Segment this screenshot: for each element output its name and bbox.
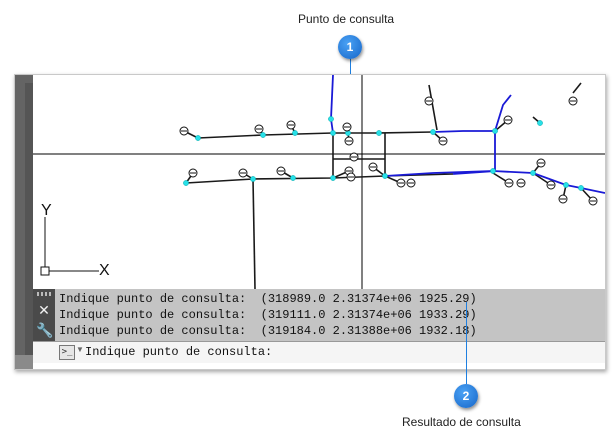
command-input-bar[interactable]: >_ ▼ Indique punto de consulta: — [33, 341, 605, 363]
cad-window: Y X ✕ 🔧 Indique punto de consulta: (3189… — [14, 74, 606, 370]
network-blue-lines — [330, 75, 605, 194]
chevron-down-icon[interactable]: ▼ — [76, 345, 84, 354]
meter-symbols — [179, 96, 598, 206]
history-line: Indique punto de consulta: (319184.0 2.3… — [59, 324, 477, 338]
command-input[interactable]: Indique punto de consulta: — [85, 345, 273, 359]
grip-handle[interactable] — [37, 292, 51, 296]
history-line: Indique punto de consulta: (318989.0 2.3… — [59, 292, 477, 306]
drawing-viewport[interactable]: Y X — [33, 75, 605, 290]
network-black-lines — [183, 82, 594, 290]
callout-line-query-result — [466, 302, 467, 384]
ucs-x-label: X — [99, 262, 110, 279]
callout-badge-1: 1 — [338, 35, 362, 59]
drawing-canvas[interactable]: Y X — [33, 75, 605, 290]
command-prompt-icon[interactable]: >_ — [59, 345, 75, 360]
query-result-caption: Resultado de consulta — [402, 415, 521, 429]
ucs-icon — [40, 217, 99, 276]
close-icon[interactable]: ✕ — [38, 302, 50, 318]
viewport-left-edge — [15, 75, 33, 355]
callout-badge-2: 2 — [454, 384, 478, 408]
command-history: Indique punto de consulta: (318989.0 2.3… — [59, 291, 477, 339]
command-window-toolbar: ✕ 🔧 — [33, 289, 55, 355]
query-point-caption: Punto de consulta — [298, 12, 395, 26]
history-line: Indique punto de consulta: (319111.0 2.3… — [59, 308, 477, 322]
ucs-y-label: Y — [41, 202, 52, 219]
left-bottom-strip — [15, 355, 33, 369]
meter-symbol-marks — [181, 100, 596, 202]
callout-line-query-point — [350, 54, 351, 82]
wrench-icon[interactable]: 🔧 — [36, 322, 54, 338]
